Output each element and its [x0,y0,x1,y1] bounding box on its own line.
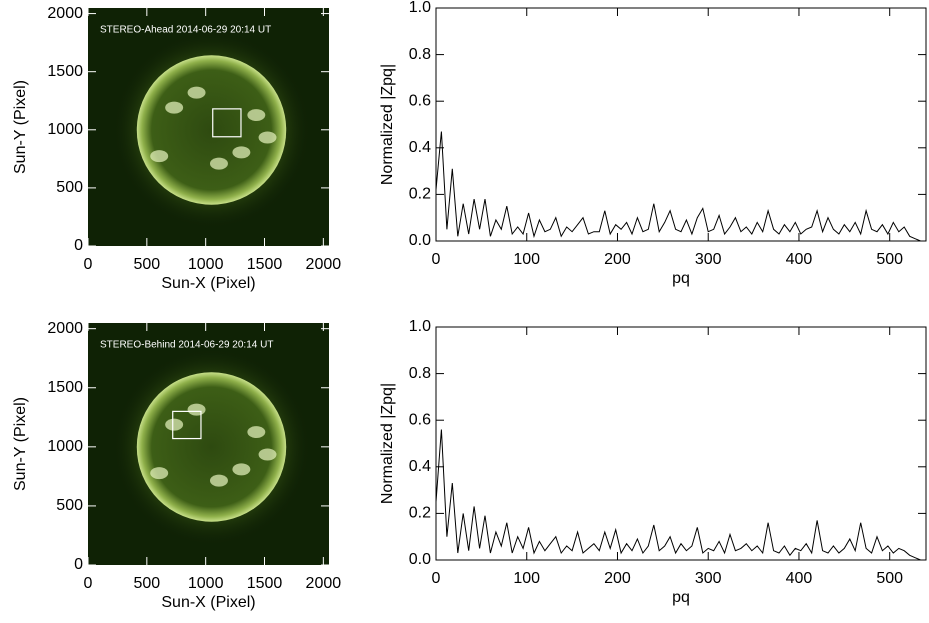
y-tick-label: 1000 [47,121,83,138]
active-region [210,474,228,487]
y-tick-label: 0 [74,237,83,254]
x-tick-label: 2000 [306,256,342,273]
y-axis-label: Normalized |Zpq| [379,64,396,185]
y-tick-label: 0.0 [409,232,431,249]
active-region [165,418,184,431]
x-tick-label: 0 [84,575,93,592]
y-tick-label: 0.4 [409,139,431,156]
region-box [212,108,242,138]
x-axis-label: Sun-X (Pixel) [161,275,255,292]
x-tick-label: 1500 [247,256,283,273]
y-tick-label: 1500 [47,63,83,80]
region-box [172,410,202,440]
active-region [165,101,184,114]
solar-disk [136,55,287,205]
y-tick-label: 500 [56,497,83,514]
y-tick-label: 1.0 [409,0,431,16]
active-region [150,467,169,480]
y-tick-label: 2000 [47,5,83,22]
annotation: STEREO-Behind 2014-06-29 20:14 UT [100,340,273,351]
x-tick-label: 500 [876,251,903,268]
x-tick-label: 1000 [188,575,224,592]
x-tick-label: 300 [695,251,722,268]
y-tick-label: 0.4 [409,458,431,475]
data-line [435,131,921,242]
active-region [247,426,266,439]
x-tick-label: 500 [133,575,160,592]
active-region [232,146,251,159]
x-tick-label: 500 [133,256,160,273]
y-tick-label: 0 [74,556,83,573]
y-tick-label: 0.8 [409,365,431,382]
x-tick-label: 400 [786,570,813,587]
x-tick-label: 0 [432,251,441,268]
x-tick-label: 1000 [188,256,224,273]
data-line [435,429,921,561]
plot-frame [435,326,927,561]
annotation: STEREO-Ahead 2014-06-29 20:14 UT [100,25,271,36]
x-tick-label: 300 [695,570,722,587]
active-region [258,131,277,144]
active-region [150,150,169,163]
active-region [247,109,266,122]
y-tick-label: 1500 [47,379,83,396]
active-region [187,86,206,99]
x-tick-label: 200 [604,570,631,587]
y-axis-label: Sun-Y (Pixel) [12,80,29,174]
x-tick-label: 0 [432,570,441,587]
x-tick-label: 100 [513,251,540,268]
plot-frame [435,7,927,242]
y-axis-label: Normalized |Zpq| [379,383,396,504]
x-tick-label: 1500 [247,575,283,592]
active-region [210,157,228,170]
x-tick-label: 400 [786,251,813,268]
y-tick-label: 0.8 [409,46,431,63]
y-tick-label: 1000 [47,438,83,455]
y-tick-label: 0.6 [409,411,431,428]
y-tick-label: 0.6 [409,92,431,109]
active-region [187,403,206,416]
solar-disk [136,372,287,522]
y-tick-label: 1.0 [409,318,431,335]
active-region [232,463,251,476]
x-tick-label: 100 [513,570,540,587]
x-tick-label: 500 [876,570,903,587]
y-axis-label: Sun-Y (Pixel) [12,397,29,491]
x-tick-label: 0 [84,256,93,273]
x-tick-label: 200 [604,251,631,268]
x-axis-label: pq [672,270,690,287]
y-tick-label: 500 [56,179,83,196]
x-axis-label: Sun-X (Pixel) [161,594,255,611]
y-tick-label: 2000 [47,320,83,337]
y-tick-label: 0.2 [409,186,431,203]
y-tick-label: 0.0 [409,551,431,568]
x-axis-label: pq [672,589,690,606]
y-tick-label: 0.2 [409,505,431,522]
x-tick-label: 2000 [306,575,342,592]
active-region [258,448,277,461]
